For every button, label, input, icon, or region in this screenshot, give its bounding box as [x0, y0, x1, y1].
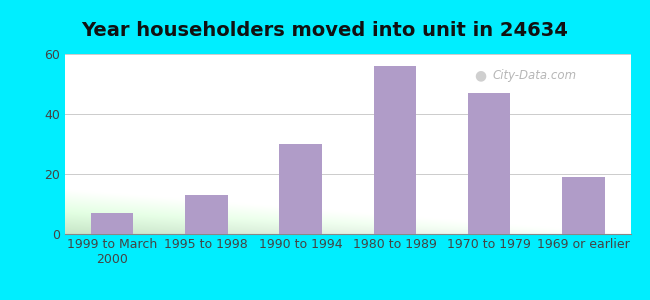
Bar	[280, 144, 322, 234]
Bar	[91, 213, 133, 234]
Text: ●: ●	[474, 69, 487, 82]
Text: Year householders moved into unit in 24634: Year householders moved into unit in 246…	[81, 21, 569, 40]
Bar	[374, 66, 416, 234]
Bar	[185, 195, 227, 234]
Bar	[468, 93, 510, 234]
Text: City-Data.com: City-Data.com	[492, 69, 577, 82]
Bar	[562, 177, 604, 234]
